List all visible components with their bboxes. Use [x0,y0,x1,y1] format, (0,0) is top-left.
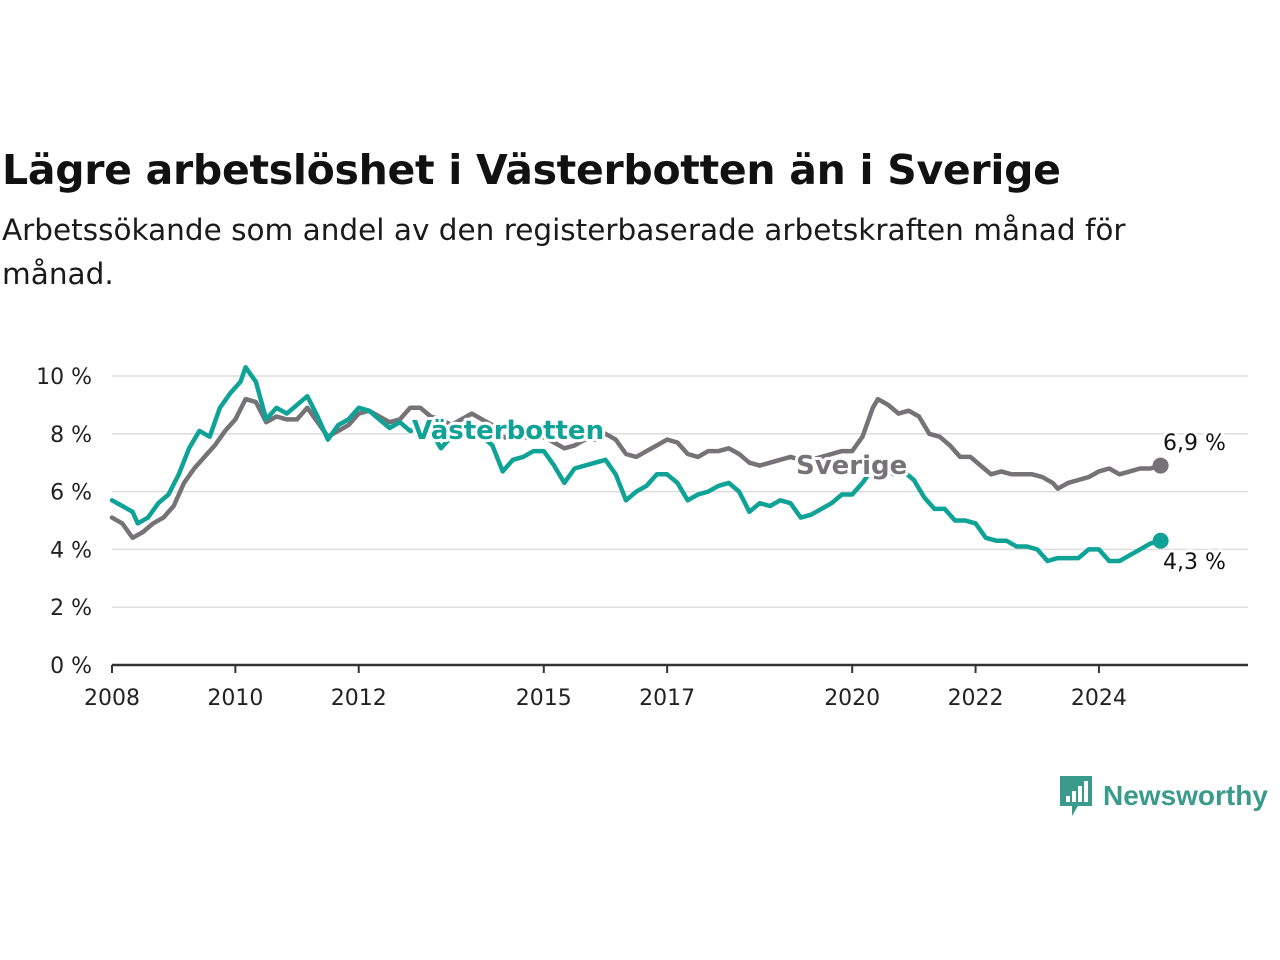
x-tick-label: 2024 [1071,686,1127,711]
newsworthy-logo-icon [1060,776,1092,816]
y-tick-label: 2 % [50,596,92,621]
series-line-vasterbotten [109,365,1163,564]
series-lines [109,365,1169,564]
newsworthy-logo: Newsworthy [1058,774,1268,818]
x-tick-label: 2020 [824,686,880,711]
series-name-label-sverige: Sverige [796,451,907,481]
x-tick-label: 2012 [331,686,387,711]
end-value-label-sverige: 6,9 % [1163,431,1226,456]
x-tick-label: 2015 [516,686,572,711]
x-tick-label: 2017 [639,686,695,711]
series-line-sverige [109,396,1163,541]
y-tick-label: 6 % [50,481,92,506]
end-value-label-vasterbotten: 4,3 % [1163,550,1226,575]
x-tick-label: 2010 [207,686,263,711]
series-labels: Västerbotten Sverige 6,9 % 4,3 % [409,413,1229,578]
chart-subtitle: Arbetssökande som andel av den registerb… [2,213,1126,291]
x-tick-label: 2022 [948,686,1004,711]
chart-title: Lägre arbetslöshet i Västerbotten än i S… [2,146,1061,194]
series-end-point-sverige [1152,457,1169,474]
grid-lines [112,375,1248,608]
y-tick-label: 0 % [50,654,92,679]
series-name-label-vasterbotten: Västerbotten [412,416,604,446]
x-tick-label: 2008 [84,686,140,711]
brand-name: Newsworthy [1103,780,1268,811]
y-tick-label: 10 % [36,365,92,390]
series-end-point-vasterbotten [1152,532,1169,549]
y-tick-label: 8 % [50,423,92,448]
x-axis: 2008 2010 2012 2015 2017 2020 2022 2024 [84,663,1248,711]
y-axis-ticks: 0 % 2 % 4 % 6 % 8 % 10 % [36,365,92,679]
y-tick-label: 4 % [50,538,92,563]
